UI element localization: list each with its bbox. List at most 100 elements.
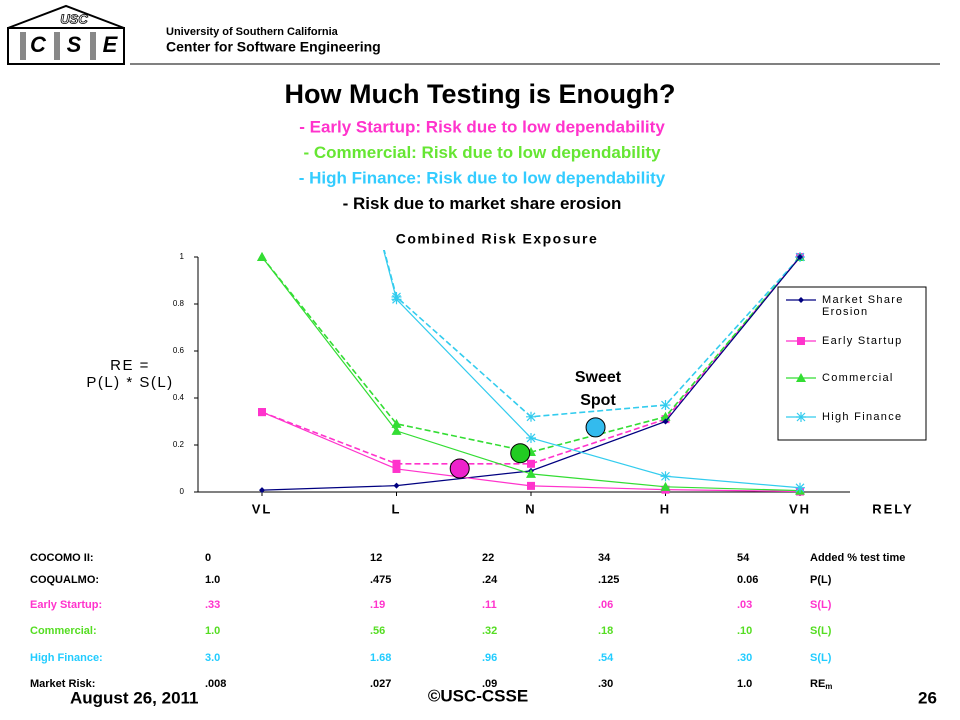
table-cell: .96: [482, 652, 497, 664]
marker: [796, 373, 806, 382]
table-cell: REm: [810, 678, 832, 691]
table-cell: 54: [737, 552, 750, 564]
x-tick-label: VL: [252, 501, 273, 516]
table-cell: .125: [598, 574, 619, 586]
table-cell: .10: [737, 625, 752, 637]
footer-date: August 26, 2011: [70, 688, 199, 707]
marker: [257, 252, 267, 261]
subtitle: - Commercial: Risk due to low dependabil…: [303, 143, 661, 162]
table-cell: .56: [370, 625, 385, 637]
footer-copyright: ©USC-CSSE: [428, 686, 528, 705]
table-cell: 0.06: [737, 574, 758, 586]
marker: [526, 411, 536, 422]
annotation: Spot: [580, 392, 616, 409]
table-cell: COCOMO II:: [30, 552, 94, 564]
table-cell: .30: [598, 678, 613, 690]
marker: [797, 337, 805, 345]
logo-column: [20, 32, 26, 60]
logo-letter: S: [67, 32, 82, 57]
y-tick-label: 0.6: [173, 346, 185, 355]
marker: [392, 464, 401, 473]
table-cell: .54: [598, 652, 614, 664]
table-cell: Commercial:: [30, 625, 97, 637]
slide-title: How Much Testing is Enough?: [285, 79, 676, 109]
subtitle: - Early Startup: Risk due to low dependa…: [299, 117, 665, 136]
marker: [391, 294, 402, 305]
center: Center for Software Engineering: [166, 39, 381, 55]
table-cell: COQUALMO:: [30, 574, 99, 586]
x-axis-label: RELY: [872, 501, 913, 516]
table-cell: .32: [482, 625, 497, 637]
marker: [393, 482, 400, 489]
y-axis-label: RE =: [110, 357, 150, 374]
table-cell: .18: [598, 625, 613, 637]
sweet-spot: [449, 458, 470, 479]
table-cell: .24: [482, 574, 498, 586]
table-cell: Market Risk:: [30, 678, 95, 690]
marker: [392, 459, 401, 468]
y-tick-label: 0.4: [173, 393, 185, 402]
y-axis-label: P(L) * S(L): [86, 374, 173, 391]
table-cell: 34: [598, 552, 611, 564]
marker: [391, 425, 402, 435]
table-cell: 1.0: [205, 574, 220, 586]
table-cell: .008: [205, 678, 226, 690]
table-cell: 12: [370, 552, 382, 564]
logo-box: [7, 27, 125, 65]
marker: [660, 481, 671, 491]
table-cell: S(L): [810, 625, 832, 637]
marker: [660, 471, 671, 482]
table-cell: S(L): [810, 652, 832, 664]
table-cell: .06: [598, 599, 613, 611]
table-cell: .475: [370, 574, 391, 586]
marker: [526, 468, 536, 478]
logo-letter: C: [30, 32, 47, 57]
legend-label: Market Share Erosion: [822, 294, 904, 318]
marker: [259, 487, 265, 494]
table-cell: S(L): [810, 599, 832, 611]
marker: [660, 400, 671, 411]
logo-column: [90, 32, 96, 60]
x-tick-label: N: [525, 501, 536, 516]
marker: [527, 481, 535, 490]
university: University of Southern California: [166, 26, 339, 38]
chart-title: Combined Risk Exposure: [396, 231, 599, 247]
logo-text: USC: [60, 11, 88, 26]
sweet-spot: [510, 443, 531, 464]
table-cell: .03: [737, 599, 752, 611]
subscript: m: [825, 682, 832, 691]
table-cell: 1.0: [737, 678, 752, 690]
x-tick-label: L: [392, 501, 402, 516]
legend-label: Commercial: [822, 372, 894, 384]
marker: [798, 297, 804, 303]
marker: [258, 408, 266, 417]
table-cell: 22: [482, 552, 494, 564]
subtitle: - High Finance: Risk due to low dependab…: [299, 168, 666, 187]
table-cell: .30: [737, 652, 752, 664]
table-cell: Early Startup:: [30, 599, 102, 611]
y-tick-label: 1: [180, 252, 185, 261]
logo-letter: E: [103, 32, 119, 57]
table-cell: .19: [370, 599, 385, 611]
marker: [662, 418, 669, 425]
y-tick-label: 0.8: [173, 299, 185, 308]
marker: [526, 432, 536, 443]
x-tick-label: H: [660, 501, 671, 516]
table-cell: High Finance:: [30, 652, 103, 664]
table-cell: .09: [482, 678, 497, 690]
footer-page: 26: [918, 688, 937, 707]
subtitle: - Risk due to market share erosion: [343, 194, 622, 213]
legend-label: Early Startup: [822, 335, 903, 347]
table-cell: Added % test time: [810, 552, 905, 564]
marker: [527, 459, 535, 468]
table-cell: 3.0: [205, 652, 220, 664]
annotation: Sweet: [575, 369, 622, 386]
table-cell: .11: [482, 599, 497, 611]
table-cell: 1.0: [205, 625, 220, 637]
y-tick-label: 0: [180, 487, 185, 496]
combined-line: [261, 256, 801, 465]
marker: [391, 418, 402, 428]
plot-area: [257, 250, 805, 496]
